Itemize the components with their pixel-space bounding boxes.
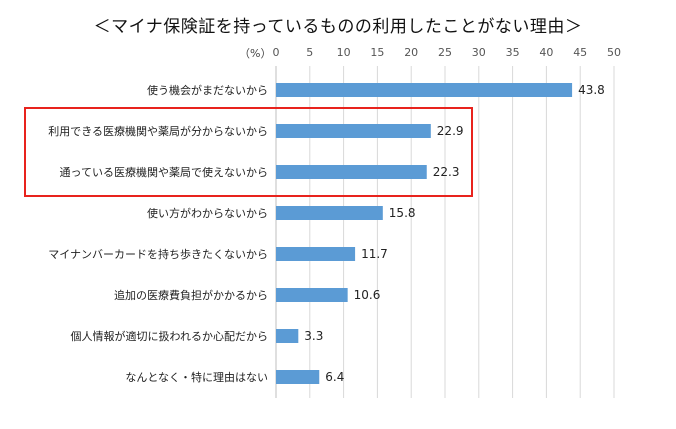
bar [276,165,427,179]
bar [276,83,573,97]
category-label: 通っている医療機関や薬局で使えないから [60,165,268,179]
category-label: 個人情報が適切に扱われるか心配だから [71,329,268,343]
category-label: 使い方がわからないから [147,206,268,220]
x-tick-label: 40 [539,46,553,59]
bar [276,329,299,343]
bar [276,370,320,384]
category-label: 使う機会がまだないから [147,83,268,97]
bar [276,288,348,302]
x-tick-label: 10 [337,46,351,59]
bar [276,124,431,138]
x-tick-label: 20 [404,46,418,59]
bar-layer [276,83,573,384]
highlight-box [24,107,473,197]
value-label: 22.3 [433,165,460,179]
x-tick-label: 25 [438,46,452,59]
bar [276,247,356,261]
value-label: 10.6 [354,288,381,302]
category-label: 利用できる医療機関や薬局が分からないから [48,124,268,138]
bar [276,206,383,220]
x-tick-label: 15 [370,46,384,59]
value-label: 3.3 [304,329,323,343]
category-label: なんとなく・特に理由はない [125,370,268,384]
unit-label: （%） [239,47,272,60]
x-tick-label: 30 [472,46,486,59]
x-tick-label: 50 [607,46,621,59]
value-label: 22.9 [437,124,464,138]
category-label: マイナンバーカードを持ち歩きたくないから [48,247,268,261]
grid-layer [275,66,615,398]
value-label: 43.8 [578,83,605,97]
category-label: 追加の医療費負担がかかるから [114,288,268,302]
value-label: 15.8 [389,206,416,220]
value-label: 6.4 [325,370,344,384]
value-label: 11.7 [361,247,388,261]
x-tick-label: 45 [573,46,587,59]
label-layer: 0 5 10 15 20 25 30 35 40 45 50 使う機会がまだないから 43.8 利用できる… [24,46,621,384]
x-tick-label: 35 [506,46,520,59]
x-tick-label: 0 [273,46,280,59]
x-tick-label: 5 [306,46,313,59]
chart-title: ＜マイナ保険証を持っているものの利用したことがない理由＞ [93,17,583,37]
